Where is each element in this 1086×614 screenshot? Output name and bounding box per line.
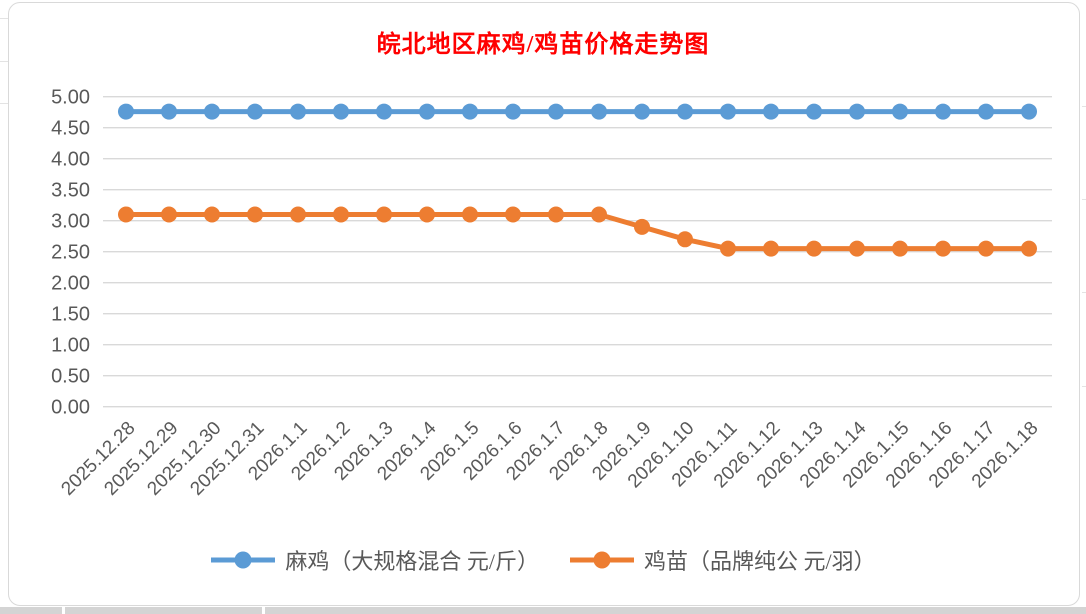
- line-marker-swatch-icon: [211, 551, 276, 569]
- sheet-row-line: [0, 18, 8, 19]
- legend-item-chick: 鸡苗（品牌纯公 元/羽）: [569, 544, 876, 576]
- sheet-column-notch: [262, 607, 265, 614]
- sheet-row-line: [1082, 292, 1086, 293]
- legend-item-mahjong-chicken: 麻鸡（大规格混合 元/斤）: [210, 544, 539, 576]
- svg-text:3.50: 3.50: [51, 180, 90, 202]
- svg-text:2.00: 2.00: [51, 273, 90, 295]
- sheet-row-line: [1082, 386, 1086, 387]
- chart-frame: [8, 2, 1080, 606]
- svg-text:1.00: 1.00: [51, 335, 90, 357]
- sheet-column-notch: [62, 607, 65, 614]
- sheet-row-line: [1082, 106, 1086, 107]
- svg-text:0.50: 0.50: [51, 366, 90, 388]
- sheet-row-line: [0, 61, 8, 62]
- svg-text:0.00: 0.00: [51, 397, 90, 419]
- svg-text:3.00: 3.00: [51, 211, 90, 233]
- svg-text:4.50: 4.50: [51, 118, 90, 140]
- svg-text:4.00: 4.00: [51, 149, 90, 171]
- line-marker-swatch-icon: [570, 551, 634, 569]
- sheet-row-line: [1082, 199, 1086, 200]
- svg-text:1.50: 1.50: [51, 304, 90, 326]
- svg-text:5.00: 5.00: [51, 87, 90, 109]
- legend-label-mahjong-chicken: 麻鸡（大规格混合 元/斤）: [285, 549, 539, 574]
- chart-legend: 麻鸡（大规格混合 元/斤） 鸡苗（品牌纯公 元/羽）: [0, 544, 1086, 576]
- chart-title: 皖北地区麻鸡/鸡苗价格走势图: [376, 32, 710, 58]
- svg-text:2.50: 2.50: [51, 242, 90, 264]
- legend-label-chick: 鸡苗（品牌纯公 元/羽）: [644, 549, 876, 574]
- sheet-row-line: [0, 103, 8, 104]
- sheet-row-edge-strip: [0, 607, 1086, 614]
